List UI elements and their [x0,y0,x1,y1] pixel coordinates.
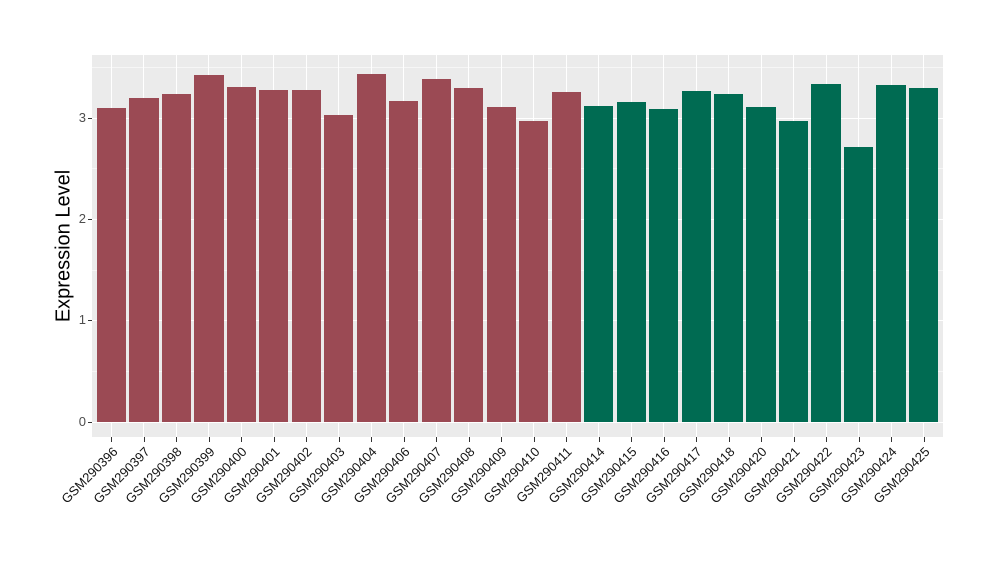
x-tick [566,437,568,442]
bar-GSM290414 [584,105,614,422]
bar-GSM290404 [356,74,386,422]
bar-GSM290421 [778,120,809,422]
x-tick [143,437,145,442]
bar-GSM290416 [649,108,679,422]
bar-GSM290411 [551,92,581,422]
y-tick [88,117,92,119]
bar-GSM290408 [454,88,484,422]
bar-GSM290398 [161,94,192,422]
x-tick [696,437,698,442]
bar-GSM290424 [876,85,906,422]
major-gridline [92,320,943,322]
x-tick [468,437,470,442]
y-tick-label: 1 [78,312,86,328]
bar-GSM290417 [681,91,711,422]
bar-GSM290397 [129,97,159,422]
bar-GSM290401 [259,90,289,422]
x-tick [338,437,340,442]
x-tick [761,437,763,442]
x-tick [826,437,828,442]
bar-GSM290423 [843,147,874,422]
plot-panel [92,55,943,437]
bar-GSM290399 [194,75,224,422]
minor-gridline [92,168,943,170]
bar-GSM290403 [324,114,354,422]
x-tick [436,437,438,442]
y-axis-title: Expression Level [52,169,75,323]
x-tick [891,437,893,442]
x-tick [501,437,503,442]
bar-GSM290409 [486,106,516,422]
bar-GSM290406 [389,100,419,422]
x-tick [598,437,600,442]
bar-GSM290418 [714,94,744,422]
bar-GSM290425 [908,88,939,422]
x-tick [306,437,308,442]
x-tick [273,437,275,442]
x-tick [858,437,860,442]
x-tick [241,437,243,442]
y-tick [88,218,92,220]
bar-GSM290400 [226,87,256,422]
x-tick [111,437,113,442]
bar-GSM290415 [616,101,646,422]
minor-gridline [92,269,943,271]
x-tick [793,437,795,442]
y-tick [88,421,92,423]
y-tick [88,320,92,322]
bar-GSM290410 [519,120,549,422]
major-gridline [92,117,943,119]
x-tick [663,437,665,442]
x-tick [923,437,925,442]
major-gridline [92,421,943,423]
major-gridline [92,218,943,220]
minor-gridline [92,371,943,372]
y-tick-label: 3 [78,109,86,125]
bar-GSM290396 [96,107,127,422]
y-tick-label: 0 [78,413,86,429]
bar-GSM290402 [291,90,321,422]
x-tick [371,437,373,442]
y-tick-label: 2 [78,210,86,226]
x-tick [728,437,730,442]
x-tick [208,437,210,442]
x-tick [176,437,178,442]
bar-GSM290422 [811,84,841,422]
minor-gridline [92,66,943,68]
x-tick [631,437,633,442]
x-tick [533,437,535,442]
bar-GSM290407 [421,79,451,422]
bar-GSM290420 [746,106,776,422]
x-tick [403,437,405,442]
